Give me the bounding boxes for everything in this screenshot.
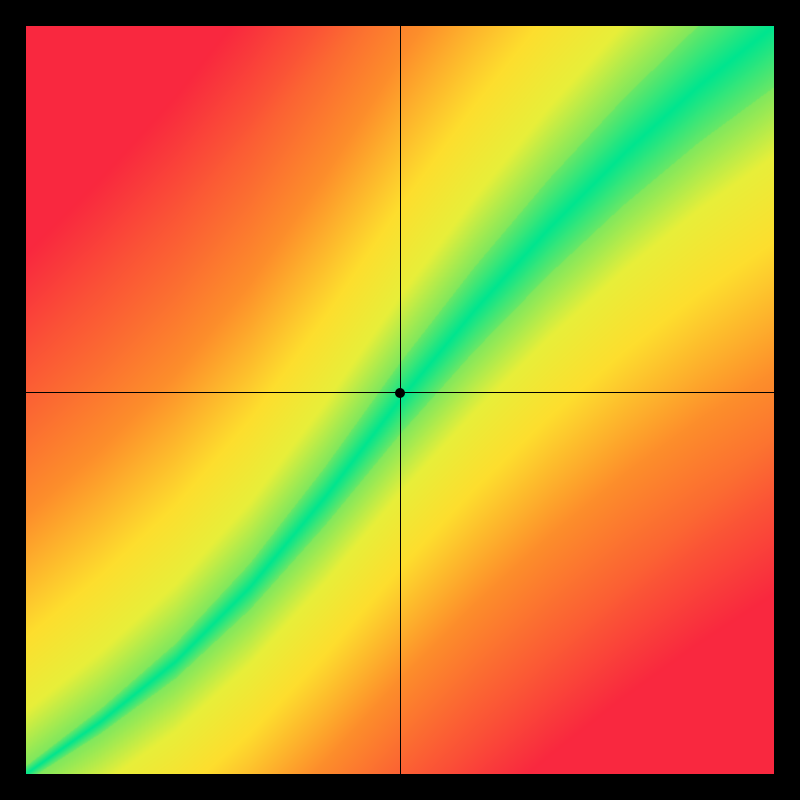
chart-container: TheBottleneck.com bbox=[0, 0, 800, 800]
crosshair-marker bbox=[395, 388, 405, 398]
crosshair-vertical bbox=[400, 26, 401, 774]
watermark-text: TheBottleneck.com bbox=[580, 1, 786, 27]
